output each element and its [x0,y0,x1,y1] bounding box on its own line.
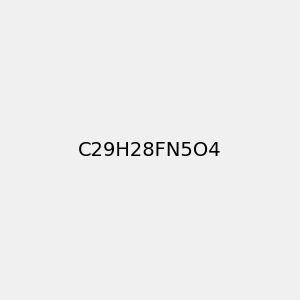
Text: C29H28FN5O4: C29H28FN5O4 [78,140,222,160]
